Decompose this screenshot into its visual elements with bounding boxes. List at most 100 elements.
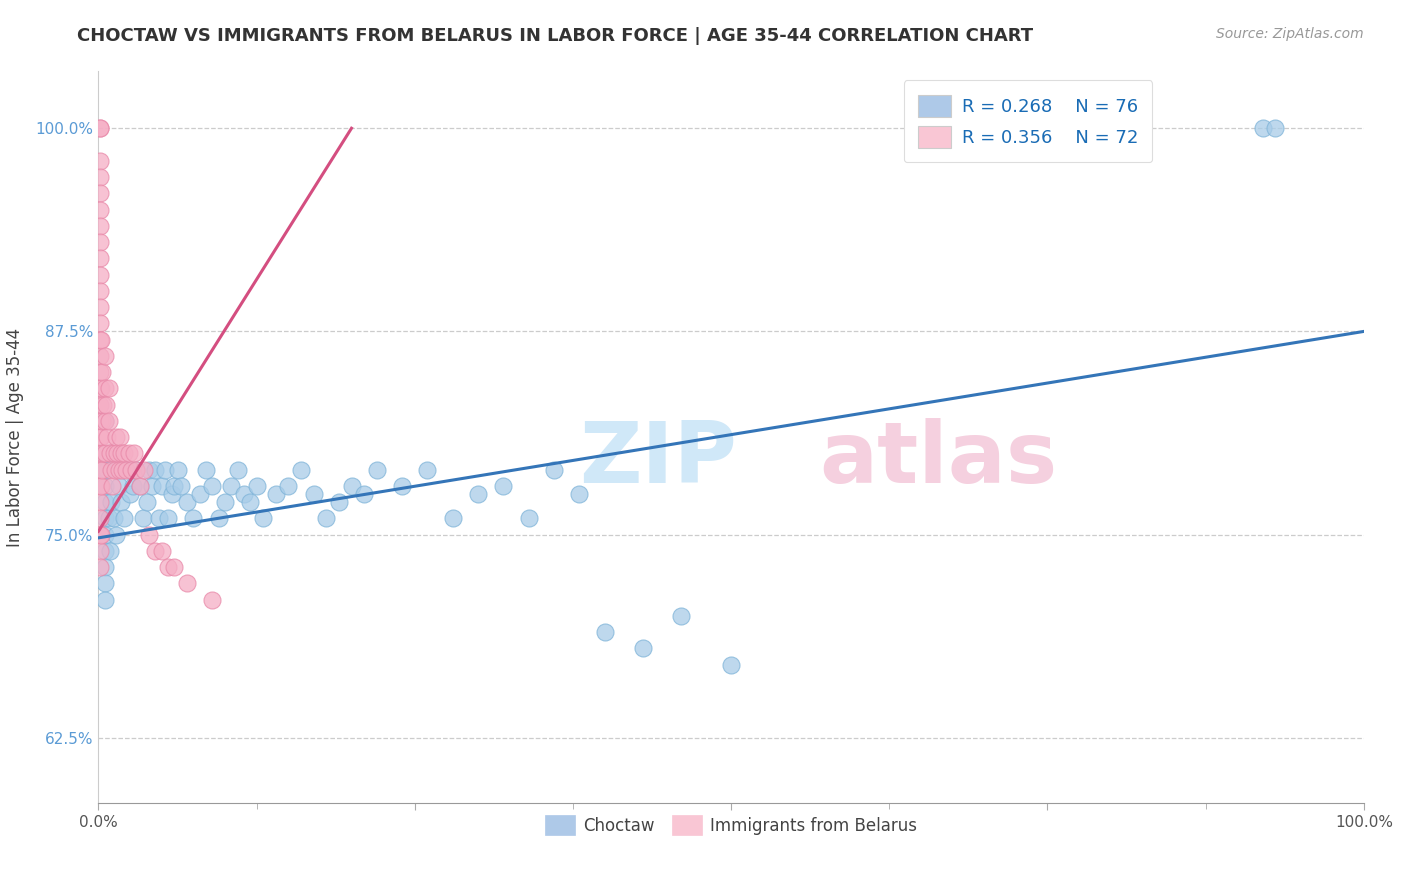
Point xyxy=(669,608,692,623)
Point xyxy=(89,430,111,444)
Point xyxy=(111,462,134,476)
Point xyxy=(104,462,127,476)
Point xyxy=(91,365,114,379)
Point xyxy=(97,511,120,525)
Point xyxy=(188,487,211,501)
Point xyxy=(89,495,111,509)
Point xyxy=(105,430,128,444)
Point xyxy=(90,479,112,493)
Point xyxy=(302,487,325,501)
Point xyxy=(441,511,464,525)
Point xyxy=(90,527,112,541)
Point xyxy=(277,479,299,493)
Point xyxy=(89,446,111,460)
Point xyxy=(160,487,183,501)
Point xyxy=(100,446,122,460)
Point xyxy=(93,446,115,460)
Point xyxy=(290,462,312,476)
Point xyxy=(89,544,111,558)
Point xyxy=(93,560,117,574)
Point xyxy=(93,446,117,460)
Point xyxy=(208,511,231,525)
Point xyxy=(90,430,112,444)
Y-axis label: In Labor Force | Age 35-44: In Labor Force | Age 35-44 xyxy=(7,327,24,547)
Point xyxy=(366,462,388,476)
Point xyxy=(93,414,117,428)
Point xyxy=(145,544,166,558)
Point xyxy=(163,479,186,493)
Point xyxy=(107,446,129,460)
Point xyxy=(108,430,131,444)
Point xyxy=(138,462,160,476)
Point xyxy=(631,641,654,656)
Point xyxy=(120,487,141,501)
Point xyxy=(89,479,111,493)
Point xyxy=(125,462,148,476)
Point xyxy=(103,511,125,525)
Point xyxy=(93,398,115,412)
Point xyxy=(93,381,117,395)
Point xyxy=(89,219,111,233)
Point xyxy=(150,479,173,493)
Point xyxy=(328,495,350,509)
Point xyxy=(340,479,363,493)
Point xyxy=(89,462,111,476)
Point xyxy=(120,462,142,476)
Point xyxy=(89,316,111,330)
Point xyxy=(122,446,145,460)
Point xyxy=(110,495,132,509)
Point xyxy=(233,487,256,501)
Point xyxy=(183,511,205,525)
Point xyxy=(246,479,269,493)
Point xyxy=(145,462,166,476)
Point xyxy=(132,511,155,525)
Point xyxy=(353,487,375,501)
Point xyxy=(1251,121,1274,136)
Point xyxy=(214,495,236,509)
Point xyxy=(391,479,413,493)
Point xyxy=(89,511,111,525)
Text: CHOCTAW VS IMMIGRANTS FROM BELARUS IN LABOR FORCE | AGE 35-44 CORRELATION CHART: CHOCTAW VS IMMIGRANTS FROM BELARUS IN LA… xyxy=(77,27,1033,45)
Point xyxy=(101,479,124,493)
Point xyxy=(89,300,111,314)
Point xyxy=(121,479,143,493)
Point xyxy=(90,333,112,347)
Point xyxy=(226,462,249,476)
Point xyxy=(543,462,565,476)
Point xyxy=(93,446,117,460)
Point xyxy=(89,121,111,136)
Point xyxy=(125,462,148,476)
Point xyxy=(91,414,114,428)
Point xyxy=(517,511,540,525)
Point xyxy=(93,414,117,428)
Point xyxy=(89,349,111,363)
Point xyxy=(416,462,439,476)
Point xyxy=(89,121,111,136)
Point xyxy=(135,495,157,509)
Point xyxy=(593,625,616,640)
Point xyxy=(141,479,163,493)
Point xyxy=(93,462,117,476)
Text: Source: ZipAtlas.com: Source: ZipAtlas.com xyxy=(1216,27,1364,41)
Point xyxy=(315,511,337,525)
Point xyxy=(105,527,128,541)
Point xyxy=(252,511,274,525)
Point xyxy=(100,495,122,509)
Point xyxy=(107,462,129,476)
Point xyxy=(89,398,111,412)
Point xyxy=(103,446,125,460)
Point xyxy=(112,511,135,525)
Point xyxy=(93,544,117,558)
Point xyxy=(89,414,111,428)
Point xyxy=(176,495,198,509)
Point xyxy=(201,479,224,493)
Point xyxy=(115,462,138,476)
Point xyxy=(89,527,111,541)
Point xyxy=(89,381,111,395)
Point xyxy=(96,462,118,476)
Point xyxy=(239,495,262,509)
Point xyxy=(93,349,117,363)
Point xyxy=(94,398,117,412)
Text: atlas: atlas xyxy=(820,417,1057,500)
Point xyxy=(93,592,117,607)
